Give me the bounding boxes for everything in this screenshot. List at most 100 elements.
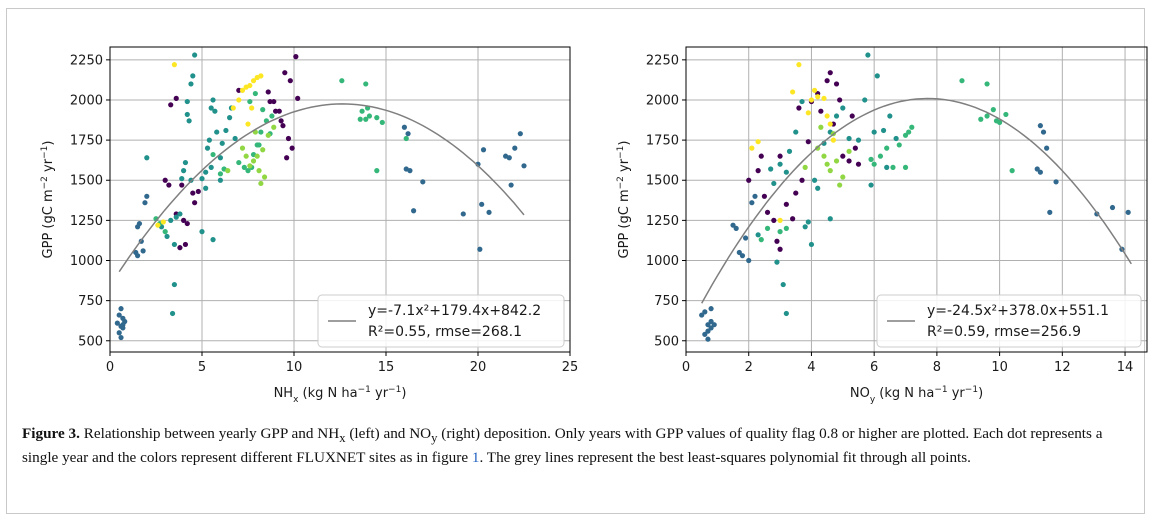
data-point <box>479 201 485 207</box>
data-point <box>906 129 912 135</box>
data-point <box>990 107 996 113</box>
y-tick-label: 1250 <box>646 214 679 229</box>
data-point <box>118 323 124 329</box>
data-point <box>774 238 780 244</box>
data-point <box>379 119 385 126</box>
data-point <box>764 225 771 231</box>
x-tick-label: 20 <box>470 360 487 375</box>
data-point <box>521 163 527 169</box>
data-point <box>179 176 185 182</box>
data-point <box>249 105 255 111</box>
data-point <box>758 153 764 159</box>
data-point <box>1047 209 1053 215</box>
caption-subscript-x: x <box>339 431 346 446</box>
data-point <box>1003 111 1009 118</box>
data-point <box>755 168 761 174</box>
data-point <box>232 135 238 142</box>
data-point <box>287 78 293 84</box>
data-point <box>166 182 172 188</box>
data-point <box>192 200 198 206</box>
data-point <box>871 161 877 167</box>
data-point <box>771 180 777 187</box>
data-point <box>780 281 786 288</box>
data-point <box>808 97 815 103</box>
data-point <box>746 257 752 264</box>
data-point <box>188 81 194 87</box>
data-point <box>827 70 833 76</box>
data-point <box>893 135 899 142</box>
data-point <box>758 237 764 243</box>
x-tick-label: 5 <box>198 360 206 375</box>
data-point <box>1044 145 1050 151</box>
y-tick-label: 500 <box>654 334 679 349</box>
data-point <box>777 161 783 167</box>
data-point <box>746 177 752 183</box>
data-point <box>796 62 802 68</box>
data-point <box>239 87 246 93</box>
data-point <box>1037 169 1043 175</box>
data-point <box>978 116 984 122</box>
data-point <box>236 87 242 93</box>
data-point <box>884 164 890 170</box>
data-point <box>840 153 846 159</box>
data-point <box>223 127 229 134</box>
data-point <box>783 201 789 207</box>
data-point <box>874 73 880 79</box>
data-point <box>1109 204 1116 211</box>
data-point <box>401 124 407 130</box>
data-point <box>212 108 218 114</box>
caption-subscript-y: y <box>431 431 438 446</box>
data-point <box>164 233 170 240</box>
data-point <box>705 328 711 334</box>
data-point <box>790 89 796 95</box>
data-point <box>868 182 874 188</box>
data-point <box>771 217 777 223</box>
data-point <box>790 216 796 222</box>
data-point <box>217 155 223 161</box>
data-point <box>114 320 120 326</box>
data-point <box>118 334 124 341</box>
data-point <box>984 113 990 119</box>
caption-text-1: Relationship between yearly GPP and NH <box>79 425 340 442</box>
x-tick-label: 15 <box>378 360 395 375</box>
data-point <box>755 139 761 145</box>
data-point <box>407 168 413 174</box>
data-point <box>217 171 223 177</box>
data-point <box>793 190 799 196</box>
data-point <box>480 147 487 153</box>
data-point <box>363 81 369 87</box>
x-tick-label: 14 <box>1117 360 1134 375</box>
nhx-scatter-plot: 0 5 10 15 20 25 500 750 1000 1250 1500 1750 2000 2250… <box>40 46 579 405</box>
x-tick-label: 25 <box>562 360 579 375</box>
data-point <box>285 135 292 142</box>
x-tick-label: 0 <box>106 360 114 375</box>
data-point <box>699 312 705 318</box>
data-point <box>245 121 251 127</box>
data-point <box>774 259 780 265</box>
data-point <box>136 220 143 227</box>
data-point <box>261 174 268 180</box>
data-point <box>293 54 299 60</box>
data-point <box>984 81 990 87</box>
data-point <box>880 127 887 134</box>
x-tick-label: 12 <box>1054 360 1071 375</box>
data-point <box>250 78 257 84</box>
figure-reference-link[interactable]: 1 <box>471 449 480 467</box>
data-point <box>173 214 179 220</box>
data-point <box>265 89 271 95</box>
data-point <box>256 168 262 174</box>
data-point <box>783 169 789 175</box>
data-point <box>796 105 802 111</box>
data-point <box>742 235 749 241</box>
y-tick-label: 1000 <box>70 254 103 269</box>
data-point <box>799 177 805 183</box>
data-point <box>206 137 212 143</box>
data-point <box>887 113 893 119</box>
data-point <box>245 168 251 174</box>
data-point <box>160 219 166 225</box>
data-point <box>210 151 216 158</box>
data-point <box>214 129 220 135</box>
data-point <box>512 145 518 151</box>
data-point <box>752 193 758 199</box>
x-tick-label: 10 <box>286 360 303 375</box>
